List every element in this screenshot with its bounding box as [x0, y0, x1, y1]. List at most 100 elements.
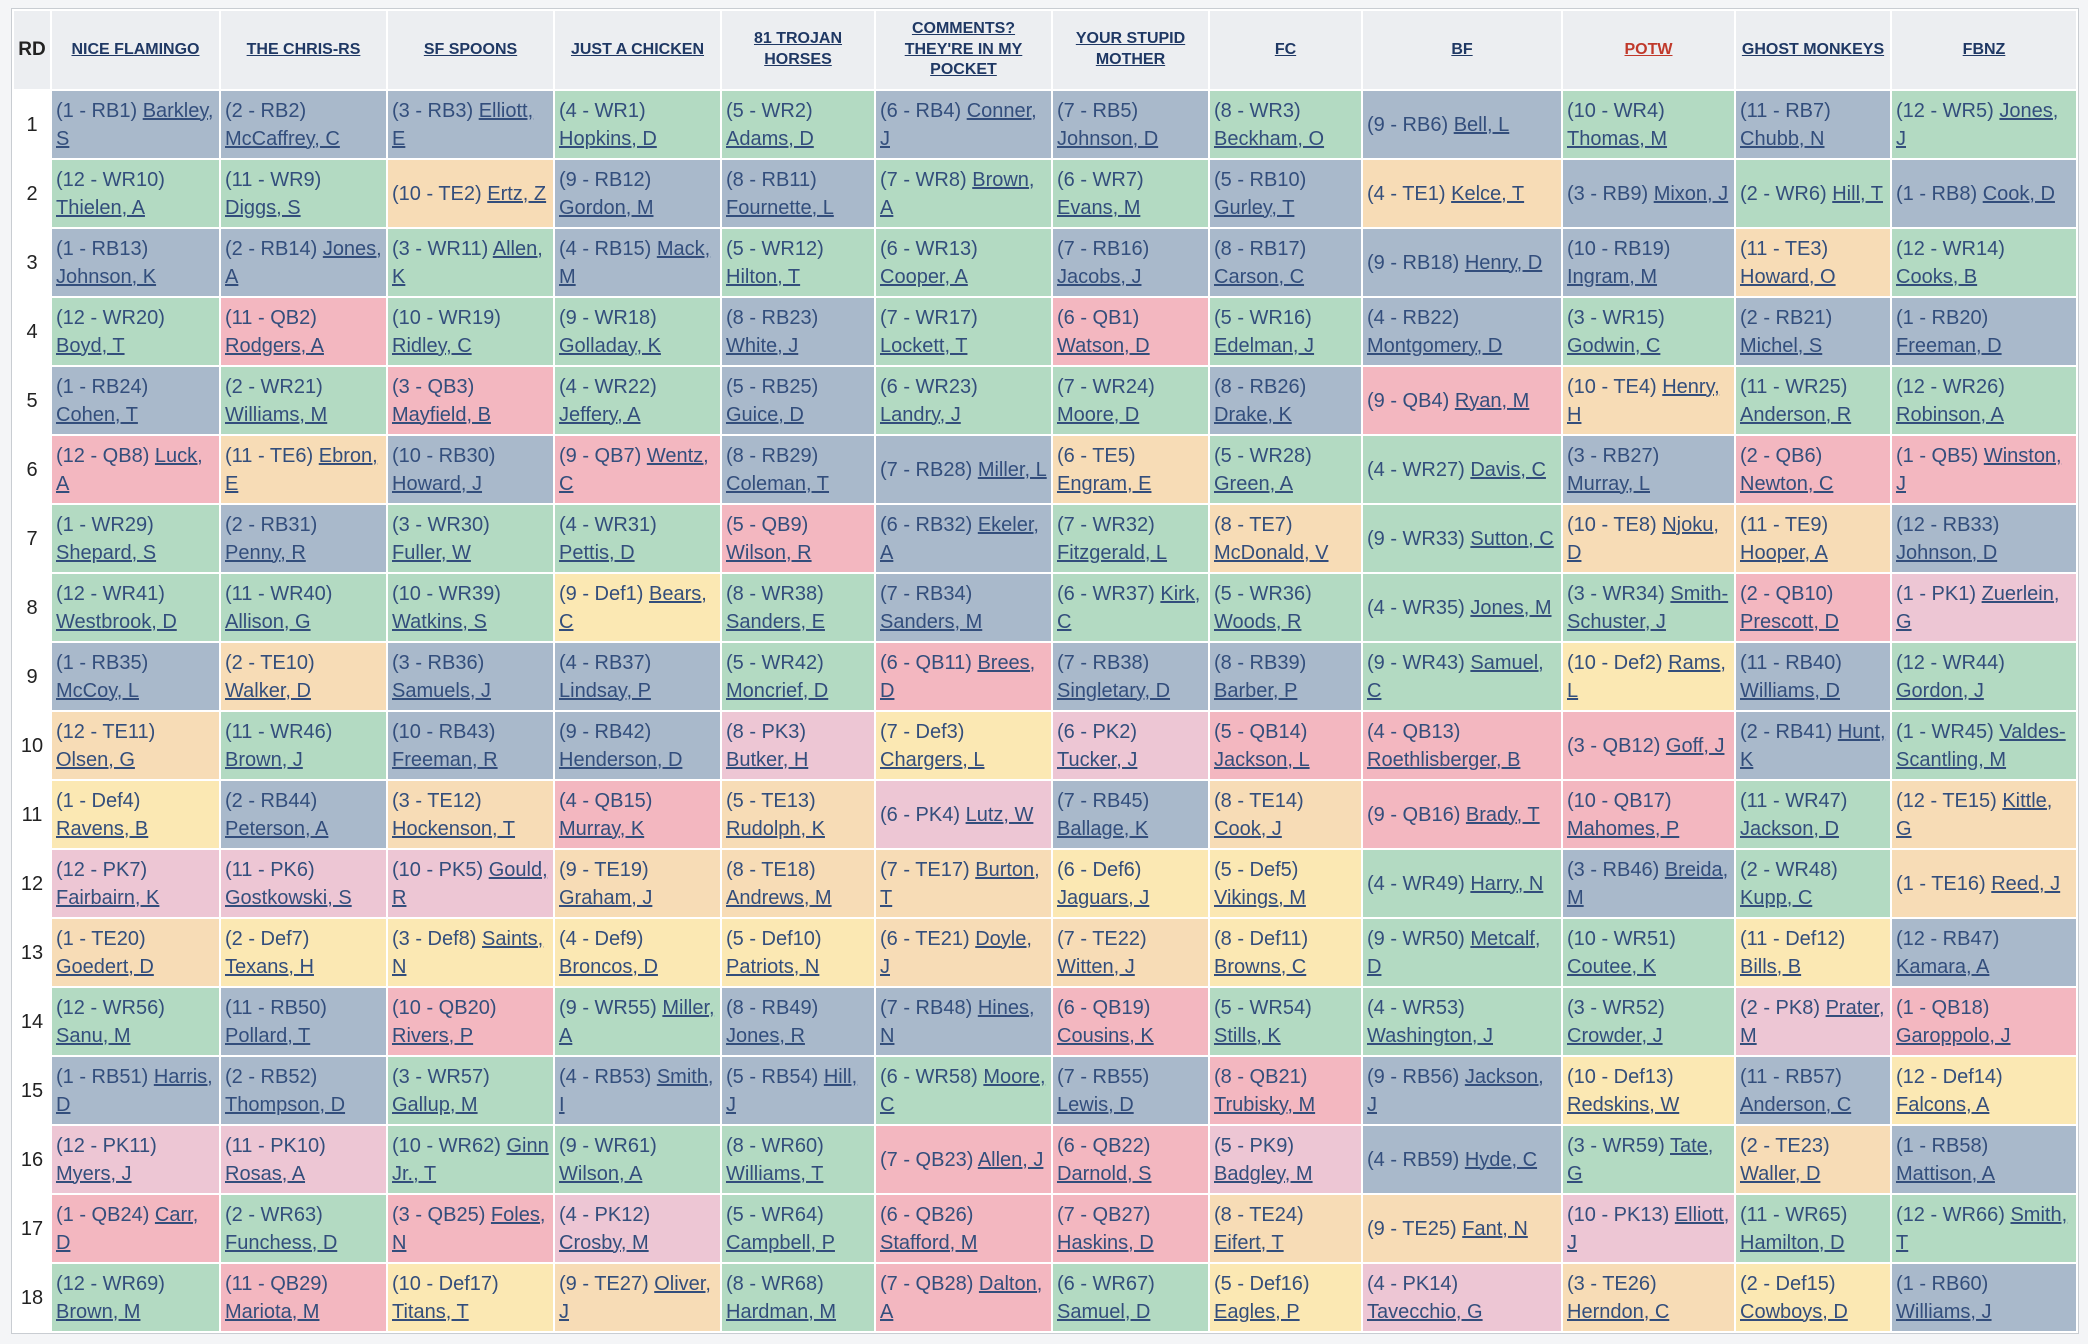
player-link[interactable]: Metcalf, D: [1367, 927, 1541, 978]
player-link[interactable]: Wentz, C: [559, 444, 709, 495]
player-link[interactable]: Gallup, M: [392, 1093, 478, 1116]
player-link[interactable]: Saints, N: [392, 927, 544, 978]
player-link[interactable]: Mariota, M: [225, 1300, 320, 1323]
team-link[interactable]: BF: [1451, 40, 1473, 58]
player-link[interactable]: Elliott, E: [392, 99, 534, 150]
player-link[interactable]: Samuels, J: [392, 679, 491, 702]
player-link[interactable]: Garoppolo, J: [1896, 1024, 2011, 1047]
player-link[interactable]: Carson, C: [1214, 265, 1305, 288]
player-link[interactable]: Ridley, C: [392, 334, 472, 357]
team-link[interactable]: COMMENTS? THEY'RE IN MY POCKET: [904, 19, 1023, 79]
player-link[interactable]: Andrews, M: [726, 886, 832, 909]
player-link[interactable]: Crosby, M: [559, 1231, 649, 1254]
player-link[interactable]: Badgley, M: [1214, 1162, 1313, 1185]
player-link[interactable]: Fuller, W: [392, 541, 471, 564]
player-link[interactable]: Carr, D: [56, 1203, 199, 1254]
player-link[interactable]: Hockenson, T: [392, 817, 516, 840]
player-link[interactable]: Moncrief, D: [726, 679, 829, 702]
player-link[interactable]: Anderson, R: [1740, 403, 1852, 426]
player-link[interactable]: Oliver, J: [559, 1272, 711, 1323]
player-link[interactable]: Graham, J: [559, 886, 653, 909]
player-link[interactable]: Rosas, A: [225, 1162, 306, 1185]
player-link[interactable]: Goedert, D: [56, 955, 154, 978]
player-link[interactable]: Falcons, A: [1896, 1093, 1990, 1116]
player-link[interactable]: Darnold, S: [1057, 1162, 1152, 1185]
player-link[interactable]: Goff, J: [1665, 734, 1725, 757]
player-link[interactable]: Jacobs, J: [1057, 265, 1142, 288]
player-link[interactable]: Hines, N: [880, 996, 1035, 1047]
player-link[interactable]: Gould, R: [392, 858, 548, 909]
player-link[interactable]: Hopkins, D: [559, 127, 657, 150]
player-link[interactable]: Coleman, T: [726, 472, 830, 495]
team-link[interactable]: 81 TROJAN HORSES: [753, 30, 843, 68]
player-link[interactable]: Thompson, D: [225, 1093, 346, 1116]
player-link[interactable]: Gostkowski, S: [225, 886, 352, 909]
player-link[interactable]: Mattison, A: [1896, 1162, 1995, 1185]
player-link[interactable]: Harry, N: [1470, 872, 1544, 895]
player-link[interactable]: Henry, H: [1567, 375, 1720, 426]
player-link[interactable]: Lewis, D: [1057, 1093, 1134, 1116]
player-link[interactable]: Roethlisberger, B: [1367, 748, 1521, 771]
player-link[interactable]: Watson, D: [1057, 334, 1150, 357]
player-link[interactable]: Redskins, W: [1567, 1093, 1680, 1116]
player-link[interactable]: Butker, H: [726, 748, 809, 771]
player-link[interactable]: Woods, R: [1214, 610, 1302, 633]
player-link[interactable]: Vikings, M: [1214, 886, 1306, 909]
player-link[interactable]: Fitzgerald, L: [1057, 541, 1168, 564]
player-link[interactable]: Sanu, M: [56, 1024, 131, 1047]
player-link[interactable]: Diggs, S: [225, 196, 301, 219]
player-link[interactable]: Foles, N: [392, 1203, 546, 1254]
player-link[interactable]: Evans, M: [1057, 196, 1141, 219]
player-link[interactable]: Ebron, E: [225, 444, 378, 495]
player-link[interactable]: Kirk, C: [1057, 582, 1201, 633]
player-link[interactable]: McCaffrey, C: [225, 127, 340, 150]
player-link[interactable]: Miller, A: [559, 996, 715, 1047]
player-link[interactable]: Jeffery, A: [559, 403, 641, 426]
player-link[interactable]: Mixon, J: [1653, 182, 1729, 205]
player-link[interactable]: Stills, K: [1214, 1024, 1281, 1047]
player-link[interactable]: Tucker, J: [1057, 748, 1138, 771]
player-link[interactable]: Hilton, T: [726, 265, 801, 288]
player-link[interactable]: Jones, A: [225, 237, 382, 288]
player-link[interactable]: Barkley, S: [56, 99, 214, 150]
player-link[interactable]: Williams, M: [225, 403, 328, 426]
player-link[interactable]: Hamilton, D: [1740, 1231, 1845, 1254]
player-link[interactable]: Kittle, G: [1896, 789, 2053, 840]
player-link[interactable]: Lockett, T: [880, 334, 968, 357]
player-link[interactable]: Brady, T: [1465, 803, 1540, 826]
player-link[interactable]: Cowboys, D: [1740, 1300, 1848, 1323]
player-link[interactable]: Zuerlein, G: [1896, 582, 2060, 633]
player-link[interactable]: Johnson, D: [1057, 127, 1159, 150]
player-link[interactable]: Brown, M: [56, 1300, 141, 1323]
player-link[interactable]: Haskins, D: [1057, 1231, 1154, 1254]
player-link[interactable]: Sanders, M: [880, 610, 983, 633]
player-link[interactable]: Prater, M: [1740, 996, 1885, 1047]
player-link[interactable]: Adams, D: [726, 127, 814, 150]
team-link[interactable]: FC: [1274, 40, 1297, 58]
player-link[interactable]: Brees, D: [880, 651, 1036, 702]
player-link[interactable]: Washington, J: [1367, 1024, 1493, 1047]
player-link[interactable]: Samuel, D: [1057, 1300, 1151, 1323]
player-link[interactable]: Fournette, L: [726, 196, 834, 219]
team-link[interactable]: POTW: [1624, 40, 1673, 58]
player-link[interactable]: Williams, T: [726, 1162, 824, 1185]
player-link[interactable]: Miller, L: [977, 458, 1047, 481]
player-link[interactable]: Hunt, K: [1740, 720, 1886, 771]
player-link[interactable]: Howard, O: [1740, 265, 1836, 288]
player-link[interactable]: Walker, D: [225, 679, 311, 702]
player-link[interactable]: Patriots, N: [726, 955, 820, 978]
player-link[interactable]: Jaguars, J: [1057, 886, 1150, 909]
team-link[interactable]: SF SPOONS: [423, 40, 518, 58]
player-link[interactable]: Fairbairn, K: [56, 886, 160, 909]
team-link[interactable]: NICE FLAMINGO: [71, 40, 200, 58]
player-link[interactable]: Chubb, N: [1740, 127, 1825, 150]
player-link[interactable]: Smith, T: [1896, 1203, 2068, 1254]
player-link[interactable]: Newton, C: [1740, 472, 1834, 495]
player-link[interactable]: Hardman, M: [726, 1300, 837, 1323]
player-link[interactable]: Njoku, D: [1567, 513, 1719, 564]
player-link[interactable]: Bell, L: [1453, 113, 1510, 136]
player-link[interactable]: White, J: [726, 334, 799, 357]
player-link[interactable]: Samuel, C: [1367, 651, 1544, 702]
player-link[interactable]: Broncos, D: [559, 955, 658, 978]
player-link[interactable]: Murray, K: [559, 817, 645, 840]
